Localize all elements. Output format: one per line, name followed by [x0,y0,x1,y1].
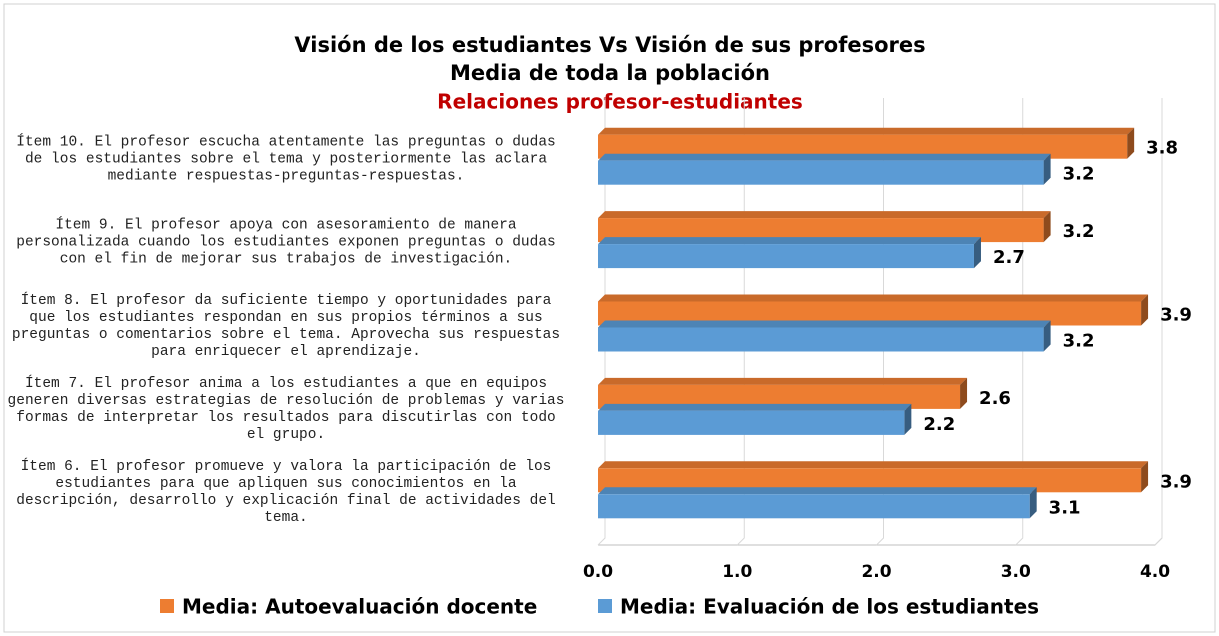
data-label: 3.2 [1063,164,1095,185]
x-tick-label: 3.0 [1001,562,1031,582]
bar [598,237,981,269]
chart-title: Media de toda la población [450,61,770,85]
x-tick-label: 0.0 [583,562,613,582]
y-tick-label: Ítem 6. El profesor promueve y valora la… [16,459,556,527]
legend-swatch [160,599,174,613]
y-tick-label: Ítem 10. El profesor escucha atentamente… [16,134,556,185]
y-tick-label: Ítem 8. El profesor da suficiente tiempo… [11,292,561,360]
grid-line [1015,98,1024,546]
bar [598,153,1051,185]
grid-line [1154,98,1163,546]
data-label: 2.7 [993,247,1025,268]
chart-subtitle: Relaciones profesor-estudiantes [437,90,803,114]
legend-label: Media: Autoevaluación docente [182,595,537,619]
bar [598,403,912,435]
data-label: 3.8 [1146,138,1178,159]
data-label: 3.1 [1049,497,1081,518]
legend-swatch [598,599,612,613]
data-label: 2.2 [923,414,955,435]
bar [598,487,1037,519]
y-tick-label: Ítem 9. El profesor apoya con asesoramie… [16,217,556,268]
legend-label: Media: Evaluación de los estudiantes [620,595,1039,619]
data-label: 3.9 [1160,471,1192,492]
x-tick-label: 2.0 [861,562,891,582]
chart-title: Visión de los estudiantes Vs Visión de s… [294,33,925,57]
data-label: 3.9 [1160,305,1192,326]
x-tick-label: 1.0 [722,562,752,582]
data-label: 2.6 [979,388,1011,409]
bar [598,320,1051,352]
data-label: 3.2 [1063,331,1095,352]
y-tick-label: Ítem 7. El profesor anima a los estudian… [7,375,565,443]
x-tick-label: 4.0 [1140,562,1170,582]
data-label: 3.2 [1063,221,1095,242]
